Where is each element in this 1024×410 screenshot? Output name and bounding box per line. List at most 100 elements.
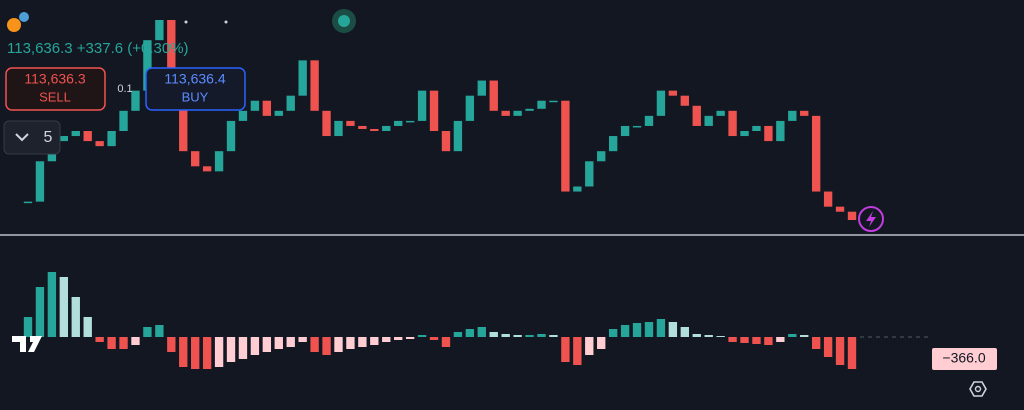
macd-bar xyxy=(179,337,188,367)
candle xyxy=(740,130,749,137)
macd-bar xyxy=(143,327,152,337)
macd-bar xyxy=(155,325,164,337)
settings-icon[interactable] xyxy=(969,381,987,397)
macd-bar xyxy=(644,322,654,337)
macd-bar xyxy=(191,337,200,369)
macd-bar xyxy=(788,334,797,337)
candle xyxy=(346,120,355,126)
candle xyxy=(83,130,92,142)
candle xyxy=(549,100,558,103)
candle xyxy=(716,110,725,116)
macd-bar xyxy=(83,317,92,337)
macd-bar xyxy=(525,335,534,337)
macd-bar xyxy=(501,334,510,337)
macd-bar xyxy=(394,337,403,340)
macd-bar xyxy=(310,337,319,352)
macd-bar xyxy=(728,337,737,342)
candle xyxy=(847,211,857,220)
macd-bar xyxy=(346,337,355,349)
candle xyxy=(131,90,140,111)
macd-bar xyxy=(597,337,606,349)
price-line: 113,636.3 +337.6 (+0.30%) xyxy=(7,40,189,57)
macd-bar xyxy=(59,277,69,337)
candle xyxy=(262,100,272,116)
candle xyxy=(23,201,33,204)
macd-bar xyxy=(573,337,582,365)
macd-bar xyxy=(847,337,857,369)
candle xyxy=(394,120,403,126)
macd-bar xyxy=(764,337,773,345)
candle xyxy=(191,151,200,167)
interval: 5 xyxy=(44,129,53,146)
macd-value-box xyxy=(932,348,997,370)
macd-bar xyxy=(620,325,630,337)
candle xyxy=(668,90,678,96)
candle xyxy=(202,166,212,172)
candle xyxy=(167,20,176,71)
macd-bar xyxy=(585,337,594,355)
candle xyxy=(692,105,701,126)
candle xyxy=(59,136,69,142)
chevron xyxy=(15,133,29,142)
status-dot xyxy=(184,20,188,24)
candle xyxy=(274,110,283,116)
macd-bar xyxy=(489,332,498,337)
candle xyxy=(489,80,498,111)
macd-value: −366.0 xyxy=(942,350,985,366)
candle xyxy=(632,125,642,128)
candle xyxy=(334,120,343,137)
macd-bar xyxy=(167,337,176,352)
sell-price: 113,636.3 xyxy=(24,71,85,87)
candle xyxy=(107,130,116,147)
sell-button[interactable] xyxy=(5,67,106,111)
macd-bar xyxy=(405,337,415,339)
candle xyxy=(477,80,486,96)
candle xyxy=(358,125,367,129)
exchange-icon xyxy=(19,12,29,22)
macd-bar xyxy=(776,337,785,342)
candle xyxy=(537,100,546,109)
macd-bar xyxy=(608,329,618,337)
candle xyxy=(608,136,618,152)
macd-bar xyxy=(561,337,570,362)
candle xyxy=(453,120,463,152)
macd-bar xyxy=(250,337,260,355)
macd-bar xyxy=(823,337,833,357)
quantity[interactable]: 0.1 xyxy=(117,83,132,95)
candle xyxy=(322,110,331,137)
candle xyxy=(286,95,295,111)
candle xyxy=(585,161,594,187)
macd-bar xyxy=(274,337,283,349)
alert-icon[interactable] xyxy=(858,206,884,232)
candle xyxy=(501,110,510,116)
macd-bar xyxy=(71,297,80,337)
macd-bar xyxy=(226,337,236,362)
macd-bar xyxy=(704,335,713,337)
macd-bar xyxy=(417,335,427,337)
macd-bar xyxy=(716,336,725,337)
macd-bar xyxy=(370,337,379,345)
buy-button[interactable] xyxy=(145,67,246,111)
macd-bar xyxy=(238,337,248,359)
candle xyxy=(71,130,80,137)
macd-bar xyxy=(668,322,678,337)
macd-bar xyxy=(334,337,343,352)
candle xyxy=(573,186,582,192)
candle xyxy=(155,20,164,41)
settings-hole xyxy=(974,385,982,393)
macd-bar xyxy=(800,335,809,337)
market-status-dot xyxy=(338,15,350,27)
candle xyxy=(95,141,104,147)
candle xyxy=(656,90,666,116)
candle xyxy=(179,70,188,152)
interval-selector[interactable] xyxy=(3,120,61,155)
macd-bar xyxy=(537,334,546,337)
candle xyxy=(835,206,845,212)
candle xyxy=(800,110,809,116)
candle xyxy=(35,161,45,202)
candle xyxy=(310,60,319,111)
candle xyxy=(370,128,379,131)
candle xyxy=(704,115,713,126)
macd-bar xyxy=(692,334,701,337)
candle xyxy=(465,95,475,121)
